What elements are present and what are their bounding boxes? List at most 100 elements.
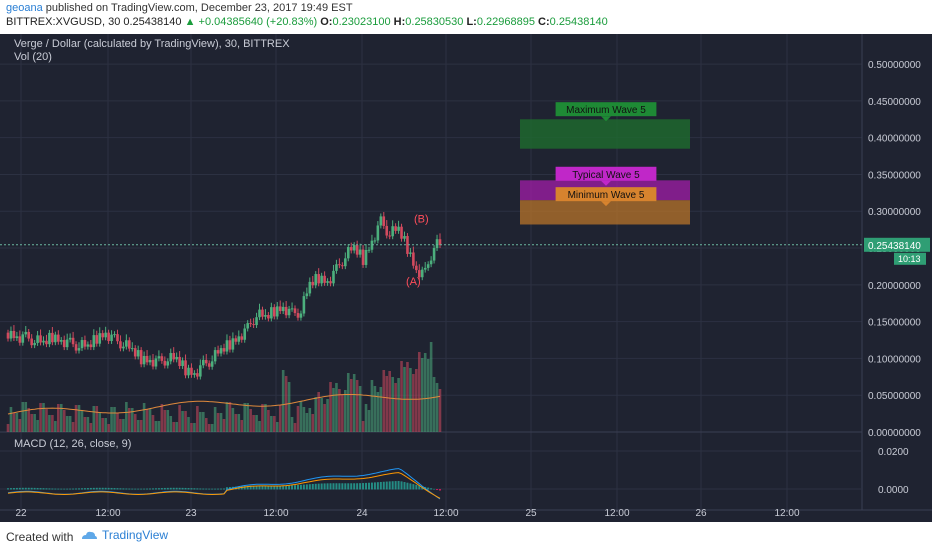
- candle-body: [62, 340, 66, 348]
- high-label: H:: [393, 16, 406, 28]
- macd-histogram-bar: [12, 488, 15, 490]
- macd-histogram-bar: [329, 483, 332, 490]
- volume-bar: [80, 411, 84, 432]
- volume-legend: Vol (20): [14, 51, 52, 63]
- candle-body: [65, 339, 69, 348]
- candle-body: [213, 350, 217, 362]
- volume-bar: [367, 410, 371, 432]
- candle-body: [133, 348, 137, 357]
- volume-bar: [314, 397, 318, 432]
- candle-body: [136, 350, 140, 357]
- volume-bar: [364, 404, 368, 432]
- change: +0.04385640 (+20.83%): [198, 16, 318, 28]
- volume-bar: [225, 402, 229, 432]
- macd-histogram-bar: [208, 488, 211, 490]
- macd-histogram-bar: [397, 480, 400, 490]
- candle-body: [27, 331, 31, 339]
- macd-histogram-bar: [151, 488, 154, 490]
- candle-body: [225, 340, 229, 352]
- volume-bar: [57, 404, 60, 432]
- candle-body: [385, 225, 389, 236]
- macd-histogram-bar: [356, 483, 359, 490]
- macd-histogram-bar: [157, 488, 160, 490]
- candle-body: [284, 306, 288, 316]
- macd-histogram-bar: [317, 483, 320, 490]
- timer-badge: 10:13: [898, 254, 921, 264]
- candle-body: [290, 308, 294, 310]
- macd-histogram-bar: [406, 482, 409, 490]
- candle-body: [314, 274, 318, 286]
- candle-body: [234, 338, 238, 342]
- macd-histogram-bar: [267, 485, 270, 490]
- volume-bar: [71, 422, 75, 432]
- macd-histogram-bar: [63, 488, 66, 490]
- macd-histogram-bar: [347, 483, 350, 490]
- volume-bar: [51, 415, 54, 432]
- candle-body: [139, 350, 143, 365]
- candle-body: [293, 308, 297, 314]
- max-wave-zone: [520, 119, 690, 149]
- macd-histogram-bar: [205, 488, 208, 490]
- candle-body: [255, 317, 258, 326]
- candle-body: [379, 216, 383, 226]
- volume-bar: [412, 374, 415, 432]
- volume-bar: [255, 415, 258, 432]
- macd-histogram-bar: [72, 488, 75, 490]
- candle-body: [231, 338, 235, 350]
- macd-histogram-bar: [199, 488, 202, 490]
- candle-body: [370, 240, 374, 250]
- candle-body: [30, 338, 33, 346]
- macd-histogram-bar: [302, 484, 305, 490]
- chart-svg[interactable]: Maximum Wave 5 Typical Wave 5 Minimum Wave…: [0, 34, 932, 522]
- volume-bar: [74, 405, 78, 432]
- tradingview-logo[interactable]: TradingView: [80, 528, 168, 542]
- candle-body: [219, 348, 223, 354]
- candle-body: [21, 334, 25, 343]
- macd-histogram-bar: [261, 485, 264, 490]
- chart-area[interactable]: Maximum Wave 5 Typical Wave 5 Minimum Wave…: [0, 34, 932, 522]
- volume-bar: [270, 416, 273, 432]
- macd-histogram-bar: [104, 487, 107, 490]
- max-wave-label-pointer: [601, 116, 611, 122]
- volume-bar: [201, 412, 205, 432]
- author-link[interactable]: geoana: [6, 2, 43, 14]
- candle-body: [349, 247, 353, 251]
- macd-histogram-bar: [335, 483, 338, 490]
- candle-body: [6, 332, 10, 339]
- macd-histogram-bar: [359, 483, 362, 490]
- volume-bar: [264, 404, 267, 432]
- macd-histogram-bar: [308, 484, 311, 490]
- candle-body: [267, 315, 270, 319]
- volume-bar: [145, 409, 149, 432]
- macd-histogram-bar: [83, 488, 86, 490]
- time-tick-label: 12:00: [263, 508, 288, 519]
- macd-histogram-bar: [376, 482, 379, 490]
- macd-histogram-bar: [92, 487, 95, 490]
- time-tick-label: 25: [525, 508, 537, 519]
- candle-body: [116, 334, 119, 342]
- macd-histogram-bar: [60, 488, 63, 490]
- candle-body: [406, 236, 409, 254]
- volume-bar: [54, 421, 57, 432]
- candle-body: [246, 323, 249, 329]
- candle-body: [228, 340, 232, 350]
- candle-body: [181, 360, 184, 367]
- volume-bar: [98, 412, 102, 432]
- candle-body: [104, 332, 107, 338]
- macd-histogram-bar: [400, 481, 403, 490]
- candle-body: [426, 264, 430, 268]
- macd-histogram-bar: [187, 488, 190, 490]
- volume-bar: [261, 404, 264, 432]
- grid: [0, 34, 932, 511]
- macd-histogram-bar: [45, 488, 48, 490]
- candle-body: [417, 270, 421, 278]
- macd-histogram-bar: [24, 487, 27, 490]
- candle-body: [249, 323, 252, 325]
- volume-bar: [234, 414, 238, 432]
- volume-bar: [113, 407, 116, 432]
- macd-histogram-bar: [48, 488, 51, 490]
- volume-bar: [332, 388, 335, 432]
- low-label: L:: [466, 16, 477, 28]
- macd-histogram-bar: [78, 488, 81, 490]
- volume-bar: [181, 411, 184, 432]
